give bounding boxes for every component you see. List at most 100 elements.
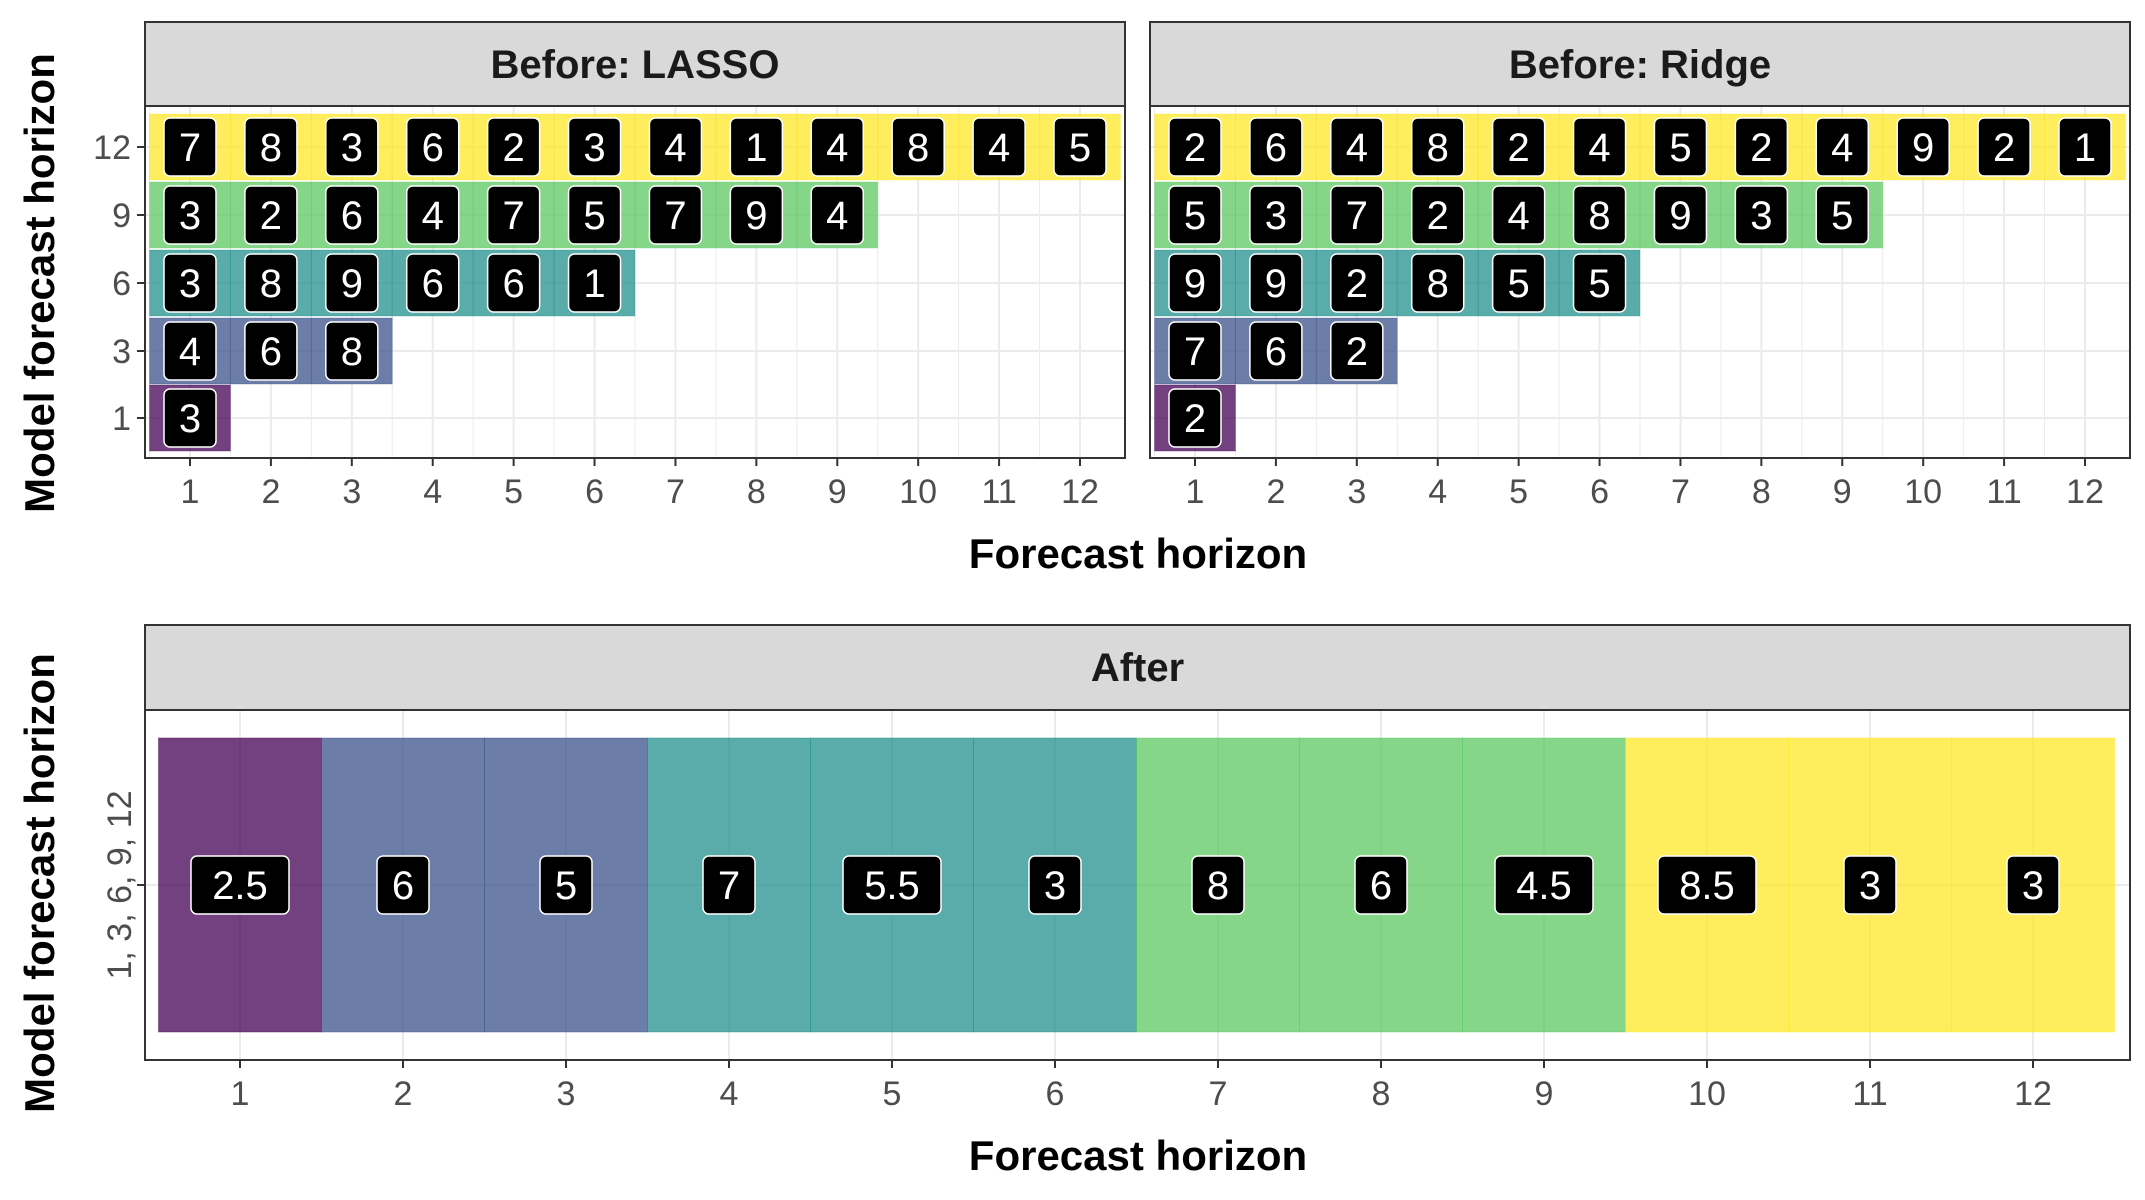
cell-label-box — [486, 253, 541, 313]
cell-label-box-text: 1 — [2074, 126, 2096, 170]
cell-label-box-text: 4 — [1508, 194, 1530, 238]
cell-label-box-text: 7 — [664, 194, 686, 238]
cell-label-box — [405, 117, 460, 177]
cell-label-box — [1815, 117, 1870, 177]
x-tick-label: 9 — [828, 473, 847, 511]
cell-label-box — [1053, 117, 1107, 177]
cell-label-box-text: 4 — [826, 126, 848, 170]
cell-label-box — [1410, 253, 1465, 313]
x-tick-label: 2 — [1266, 473, 1285, 511]
panel-title: After — [1091, 646, 1184, 690]
x-axis-title-top: Forecast horizon — [969, 530, 1307, 577]
cell-label-box-text: 3 — [583, 126, 605, 170]
cell-label-box-text: 5 — [1669, 126, 1691, 170]
cell-label-box — [1249, 321, 1303, 381]
cell-label-box — [325, 117, 379, 177]
cell-label-box — [1330, 321, 1384, 381]
panel-strip — [144, 21, 1126, 107]
cell-label-box — [1572, 253, 1627, 313]
cell-label-box-text: 9 — [1669, 194, 1691, 238]
cell-label-box-text: 9 — [745, 194, 767, 238]
cell-label-box — [567, 185, 622, 245]
cell-label-box-text: 6 — [260, 330, 282, 374]
x-tick-label: 8 — [747, 473, 766, 511]
cell-label-box-text: 2 — [1346, 262, 1368, 306]
x-tick-label: 7 — [1209, 1075, 1228, 1113]
cell-label-box-text: 6 — [1370, 864, 1392, 908]
cell-label-box — [376, 855, 430, 915]
x-tick-label: 5 — [504, 473, 523, 511]
cell-label-box — [1734, 185, 1789, 245]
x-tick-label: 9 — [1833, 473, 1852, 511]
cell-label-box — [1491, 253, 1546, 313]
cell-label-box — [325, 253, 379, 313]
cell-label-box-text: 5 — [583, 194, 605, 238]
cell-label-box — [842, 855, 942, 915]
cell-label-box — [325, 185, 379, 245]
cell-label-box — [1168, 321, 1222, 381]
cell-label-box — [1354, 855, 1408, 915]
cell-label-box — [2006, 855, 2060, 915]
cell-label-box-text: 6 — [341, 194, 363, 238]
cell-label-box — [1249, 117, 1303, 177]
cell-label-box-text: 8 — [341, 330, 363, 374]
cell-label-box — [1410, 185, 1465, 245]
cell-label-box-text: 7 — [1346, 194, 1368, 238]
cell-label-box-text: 8 — [1427, 262, 1449, 306]
cell-label-box — [163, 321, 217, 381]
x-tick-label: 7 — [1671, 473, 1690, 511]
x-tick-label: 11 — [981, 473, 1016, 511]
cell-label-box — [648, 185, 703, 245]
x-tick-label: 6 — [1046, 1075, 1065, 1113]
y-tick-label: 6 — [112, 265, 131, 303]
cell-label-box-text: 3 — [1044, 864, 1066, 908]
x-tick-label: 12 — [2014, 1075, 2052, 1113]
cell-label-box — [1572, 185, 1627, 245]
cell-label-box-text: 4.5 — [1516, 864, 1572, 908]
x-tick-label: 10 — [1688, 1075, 1726, 1113]
cell-label-box-text: 9 — [341, 262, 363, 306]
cell-label-box-text: 4 — [1346, 126, 1368, 170]
cell-label-box — [244, 321, 298, 381]
x-tick-label: 10 — [899, 473, 937, 511]
x-tick-label: 9 — [1535, 1075, 1554, 1113]
cell-label-box-text: 7 — [718, 864, 740, 908]
panel-border — [1149, 105, 2131, 459]
x-tick-label: 6 — [1590, 473, 1609, 511]
panel-strip — [1149, 21, 2131, 107]
cell-label-box-text: 7 — [1184, 330, 1206, 374]
cell-label-box-text: 5 — [1508, 262, 1530, 306]
x-tick-label: 1 — [1186, 473, 1205, 511]
cell-label-box-text: 6 — [392, 864, 414, 908]
panel-title: Before: LASSO — [491, 43, 780, 87]
cell-label-box-text: 5 — [1831, 194, 1853, 238]
x-tick-label: 5 — [1509, 473, 1528, 511]
cell-label-box-text: 3 — [179, 262, 201, 306]
cell-label-box — [486, 117, 541, 177]
cell-label-box — [325, 321, 379, 381]
cell-label-box-text: 4 — [422, 194, 444, 238]
cell-label-box-text: 2 — [1427, 194, 1449, 238]
y-tick-label: 3 — [112, 333, 131, 371]
x-tick-label: 7 — [666, 473, 685, 511]
cell-label-box-text: 7 — [179, 126, 201, 170]
cell-label-box-text: 4 — [1588, 126, 1610, 170]
cell-label-box — [891, 117, 945, 177]
x-tick-label: 2 — [261, 473, 280, 511]
x-tick-label: 11 — [1986, 473, 2021, 511]
x-tick-label: 4 — [720, 1075, 739, 1113]
cell-label-box-text: 3 — [1859, 864, 1881, 908]
cell-label-box — [1491, 117, 1546, 177]
cell-label-box — [405, 185, 460, 245]
cell-label-box-text: 5.5 — [864, 864, 920, 908]
cell-label-box-text: 8 — [1427, 126, 1449, 170]
cell-label-box-text: 6 — [422, 126, 444, 170]
cell-label-box — [1249, 253, 1303, 313]
cell-label-box — [729, 117, 784, 177]
panel-ridge: Before: Ridge 2 6 4 8 2 4 5 2 4 9 2 1 5 3 7 2 4 8 9 3 5 9 9 2 8 5 5… — [1149, 21, 2131, 511]
cell-label-box — [1572, 117, 1627, 177]
cell-label-box-text: 2 — [260, 194, 282, 238]
x-tick-label: 6 — [585, 473, 604, 511]
y-tick-label: 9 — [112, 197, 131, 235]
cell-label-box — [648, 117, 703, 177]
